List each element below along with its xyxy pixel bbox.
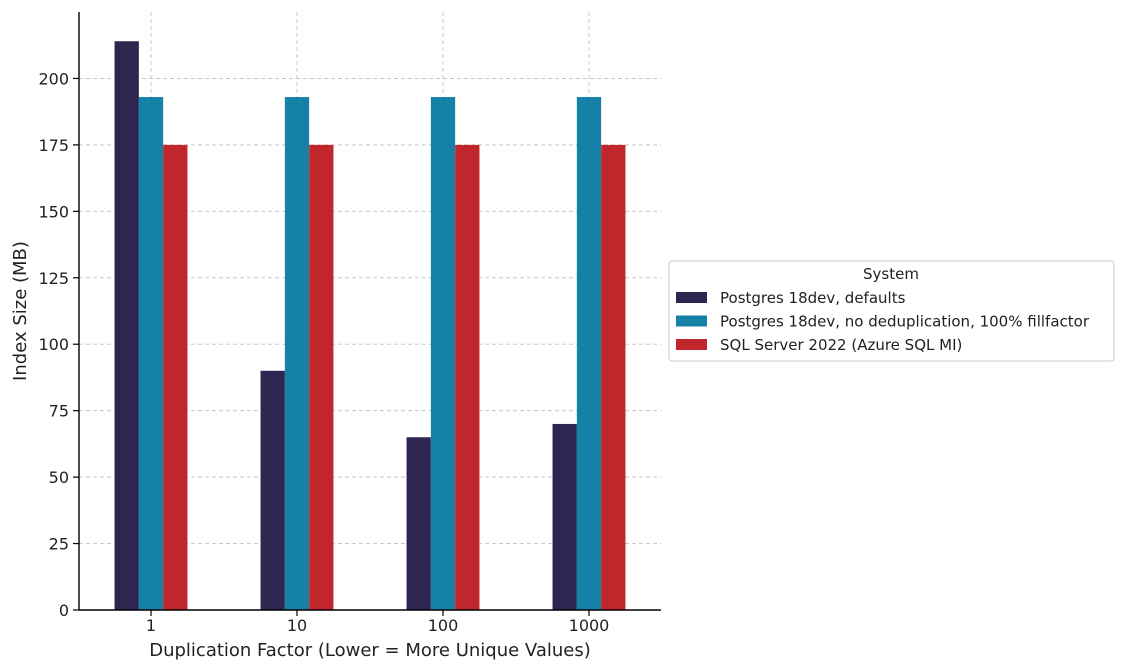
legend-swatch [676, 292, 707, 303]
bar-10-series-2 [284, 97, 310, 610]
x-axis-label: Duplication Factor (Lower = More Unique … [149, 640, 591, 661]
bar-1-series-1 [114, 41, 139, 611]
y-tick-label: 50 [49, 468, 69, 487]
legend-title: System [863, 265, 919, 283]
bar-100-series-3 [455, 144, 480, 610]
legend-item-label: Postgres 18dev, no deduplication, 100% f… [720, 313, 1090, 331]
y-ticks: 0 25 50 75 100 125 150 175 200 [38, 69, 79, 620]
y-tick-label: 150 [38, 202, 69, 221]
x-ticks: 1 10 100 1000 [146, 610, 609, 635]
y-tick-label: 175 [38, 136, 69, 155]
legend-frame [668, 260, 1115, 362]
bar-100-series-2 [430, 97, 456, 610]
bar-1000-series-3 [601, 144, 626, 610]
x-tick-label: 10 [287, 616, 307, 635]
bar-10-series-1 [260, 370, 285, 610]
bar-1000-series-1 [552, 423, 577, 610]
y-tick-label: 0 [59, 601, 69, 620]
legend-swatch [676, 315, 707, 327]
bars [114, 41, 626, 611]
legend-item-label: Postgres 18dev, defaults [720, 289, 906, 307]
y-tick-label: 200 [38, 69, 69, 88]
bar-1-series-2 [138, 97, 164, 610]
bar-10-series-3 [309, 144, 334, 610]
bar-1000-series-2 [576, 97, 602, 610]
bar-100-series-1 [406, 437, 431, 610]
y-tick-label: 75 [49, 402, 69, 421]
y-tick-label: 100 [38, 335, 69, 354]
x-tick-label: 1 [146, 616, 156, 635]
legend: System Postgres 18dev, defaults Postgres … [668, 260, 1115, 362]
y-tick-label: 125 [38, 269, 69, 288]
axes [78, 12, 661, 611]
y-tick-label: 25 [49, 535, 69, 554]
legend-swatch [676, 339, 707, 350]
legend-item-label: SQL Server 2022 (Azure SQL MI) [720, 336, 962, 354]
x-tick-label: 100 [428, 616, 459, 635]
x-tick-label: 1000 [569, 616, 610, 635]
bar-1-series-3 [163, 144, 188, 610]
y-axis-label: Index Size (MB) [10, 241, 31, 381]
